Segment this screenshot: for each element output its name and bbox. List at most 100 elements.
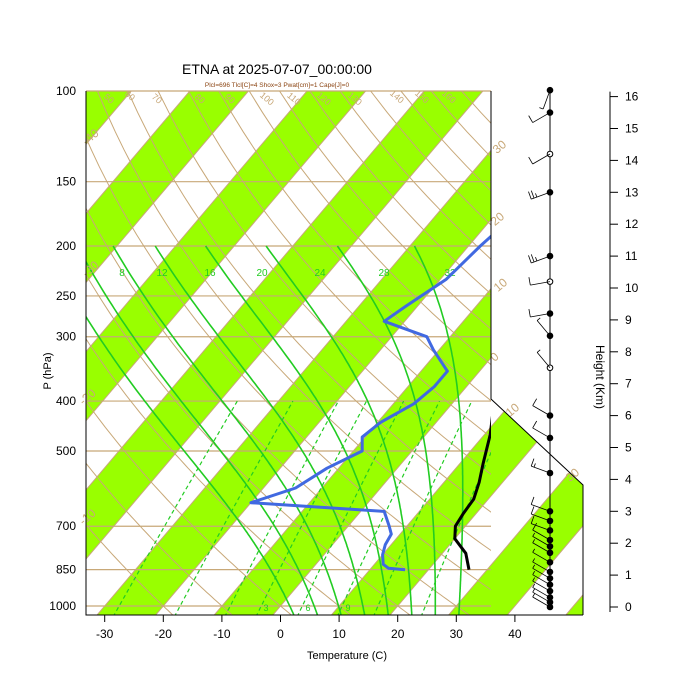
mixing-ratio-line xyxy=(224,400,339,615)
mixing-ratio-line xyxy=(174,400,294,615)
wind-barb-shaft xyxy=(530,313,551,318)
pressure-tick-label: 850 xyxy=(56,563,76,577)
dry-adiabat xyxy=(96,91,491,552)
wind-barb-shaft xyxy=(532,405,551,416)
isotherm-band xyxy=(86,91,583,615)
moist-adiabat-label: 24 xyxy=(314,268,326,279)
dry-adiabat xyxy=(86,524,174,615)
height-tick-label: 7 xyxy=(625,377,632,391)
wind-dot xyxy=(546,469,554,477)
height-tick-label: 6 xyxy=(625,409,632,423)
x-tick-label: 30 xyxy=(450,627,464,641)
wind-barb-flag xyxy=(528,191,532,200)
moist-adiabat xyxy=(413,245,464,615)
wind-barb-flag xyxy=(530,458,535,467)
moist-adiabat xyxy=(336,245,437,615)
height-axis-label: Height (Km) xyxy=(593,345,607,409)
temperature-profile xyxy=(453,415,491,570)
moist-adiabat xyxy=(112,245,342,615)
dry-adiabat xyxy=(461,91,491,125)
x-tick-label: 10 xyxy=(332,627,346,641)
moist-adiabats xyxy=(86,245,464,615)
pressure-tick-label: 300 xyxy=(56,330,76,344)
isotherm-band xyxy=(86,91,483,615)
wind-barb-shaft xyxy=(532,551,551,563)
isotherm-label: 30 xyxy=(490,137,509,157)
isotherm-line xyxy=(86,91,249,615)
wind-barb-shaft xyxy=(536,320,551,337)
height-tick-label: 5 xyxy=(625,441,632,455)
moist-adiabat-label: 12 xyxy=(156,268,168,279)
wind-barb-flag xyxy=(528,115,534,123)
height-tick-label: 15 xyxy=(625,122,639,136)
x-tick-label: 0 xyxy=(277,627,284,641)
wind-barb-flag xyxy=(532,577,536,582)
moist-adiabat xyxy=(86,315,295,615)
wind-barb-shaft xyxy=(531,255,551,264)
wind-barb-shaft xyxy=(532,153,551,165)
isotherm-band xyxy=(376,91,583,615)
dry-adiabat xyxy=(218,91,491,402)
moist-adiabat xyxy=(204,245,390,615)
wind-barb-flag xyxy=(532,564,536,569)
wind-barb-shaft xyxy=(532,529,551,541)
chart-title: ETNA at 2025-07-07_00:00:00 xyxy=(182,61,372,77)
dry-adiabat xyxy=(86,462,233,615)
dry-adiabat-label: 50 xyxy=(102,92,116,106)
wind-barb-flag xyxy=(528,255,532,264)
dry-adiabat-label: 100 xyxy=(258,90,276,107)
wind-barb-shaft xyxy=(531,523,551,531)
isotherm-line xyxy=(434,91,583,615)
moist-adiabat xyxy=(154,245,366,615)
height-tick-label: 3 xyxy=(625,504,632,518)
wind-barb-shaft xyxy=(531,504,551,512)
mixing-ratio-line xyxy=(256,400,368,615)
wind-barb-shaft xyxy=(531,191,551,200)
x-tick-label: -30 xyxy=(96,627,114,641)
wind-barb-shaft xyxy=(536,352,551,369)
wind-barb-shaft xyxy=(531,513,551,522)
wind-barb-flag xyxy=(532,548,536,553)
wind-barb-shaft xyxy=(532,427,551,439)
wind-barb-flag xyxy=(530,496,535,505)
moist-adiabat-label: 16 xyxy=(204,268,216,279)
dry-adiabat-label: 60 xyxy=(123,89,137,103)
dry-adiabat-label: 90 xyxy=(223,92,237,106)
dry-adiabat xyxy=(188,91,491,438)
dry-adiabat-label: 70 xyxy=(150,92,164,106)
wind-barb-flag xyxy=(536,317,541,321)
isotherm-line xyxy=(86,91,367,615)
mixing-ratio-label: 9 xyxy=(345,603,350,613)
x-tick-label: 20 xyxy=(391,627,405,641)
pressure-tick-label: 1000 xyxy=(49,599,76,613)
wind-barb-flag xyxy=(532,420,538,429)
isotherm-line xyxy=(493,91,583,615)
height-tick-label: 9 xyxy=(625,313,632,327)
wind-barb-shaft xyxy=(532,587,551,598)
plot-frame xyxy=(85,91,584,616)
dry-adiabat-label: 80 xyxy=(193,92,207,106)
dry-adiabat xyxy=(127,91,491,513)
height-tick-label: 1 xyxy=(625,568,632,582)
y-axis: 100 150 200 250 300 400 500 700 850 1000 xyxy=(49,84,76,613)
x-axis: -30 -20 -10 0 10 20 30 40 xyxy=(96,615,522,641)
wind-barb-flag xyxy=(532,593,536,598)
isobar-lines xyxy=(86,90,491,607)
wind-barb-flag xyxy=(532,522,538,531)
height-tick-label: 8 xyxy=(625,345,632,359)
isotherm-line xyxy=(86,91,484,615)
isotherm-line xyxy=(86,91,542,615)
isotherm-line xyxy=(86,91,191,615)
height-tick-label: 0 xyxy=(625,600,632,614)
x-tick-label: -20 xyxy=(155,627,173,641)
wind-barb-flag xyxy=(532,583,536,588)
wind-barb-flag xyxy=(532,571,536,575)
pressure-tick-label: 500 xyxy=(56,444,76,458)
wind-barb-flag xyxy=(535,256,538,262)
wind-barb-flag xyxy=(532,532,536,537)
wind-profile xyxy=(528,86,554,611)
wind-barb-flag xyxy=(535,193,538,198)
x-axis-label: Temperature (C) xyxy=(307,650,387,662)
wind-dot xyxy=(546,252,554,260)
